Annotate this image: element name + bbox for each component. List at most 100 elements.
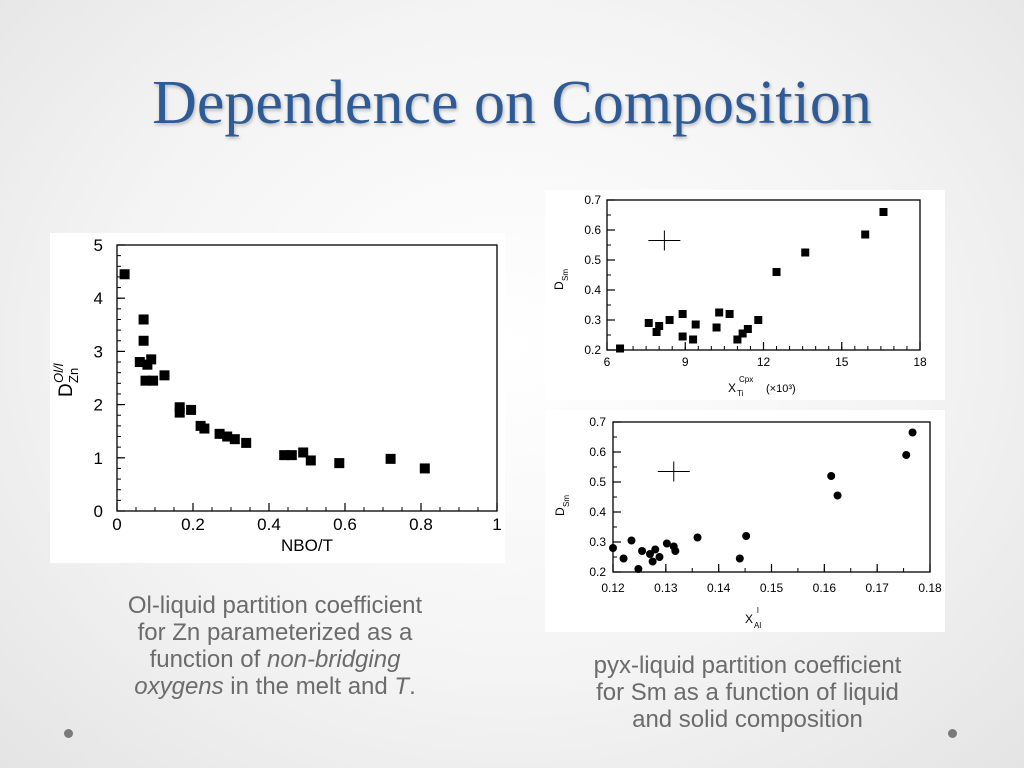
y-tick-label: 3 [94,342,103,361]
data-point [655,322,664,330]
data-point [229,434,240,445]
data-point [655,553,664,561]
data-point [619,554,628,563]
x-axis-label: X [745,612,753,626]
data-point [305,455,316,466]
y-axis-label: DSm [553,495,571,516]
y-axis-label-sub: Sm [561,269,570,281]
data-point [214,428,225,439]
x-tick-label: 0.12 [601,581,625,595]
y-tick-label: 0.4 [589,505,606,519]
data-point [140,375,151,386]
data-point [665,316,674,324]
data-point [645,550,654,558]
x-tick-label: 0.16 [813,581,837,595]
y-tick-label: 5 [94,236,103,255]
data-point [419,463,430,474]
data-point [174,407,185,418]
y-tick-label: 0.4 [584,283,601,297]
caption-sm-line3: and solid composition [632,706,863,733]
x-tick-label: 0 [112,515,121,534]
caption-zn-line3b: non-bridging [266,646,401,673]
x-tick-label: 15 [835,355,849,369]
x-tick-label: 0.4 [257,515,281,534]
data-point [634,565,643,573]
data-point [879,208,888,216]
data-point [279,450,290,461]
x-axis-label-suffix: (×10³) [766,383,796,395]
plot-frame [116,244,498,512]
data-point [691,320,700,329]
data-point [908,428,917,437]
data-point [733,335,742,344]
sm-ti-chart-panel: 6 9 12 15 18 0.2 0.3 0.4 0.5 0.6 0.7 X Cpx Ti (×10³) D S… [545,190,945,400]
data-point [678,332,687,341]
caption-zn-line4d: . [409,673,416,700]
zn-chart-panel: 0 0.2 0.4 0.6 0.8 1 0 1 2 3 4 5 NBO/T D Ol/l Zn [50,233,505,563]
data-point [638,547,647,555]
caption-zn-line4a: oxygens [134,673,224,700]
y-axis-label-main: D [56,383,77,397]
caption-sm-line2: for Sm as a function of liquid [596,679,899,706]
y-axis-label: DSm [552,269,570,290]
data-point [742,532,751,540]
data-point [148,375,159,386]
data-point [652,328,661,336]
data-point [693,533,702,542]
x-axis-label: NBO/T [281,536,333,555]
data-point [902,451,911,459]
y-tick-label: 0.5 [589,475,606,489]
data-point [715,308,724,317]
zn-partition-chart: 0 0.2 0.4 0.6 0.8 1 0 1 2 3 4 5 NBO/T DOl/l Zn [51,236,502,555]
caption-zn-line3: function of non-bridging [60,646,490,673]
data-point [738,329,747,338]
data-point [138,314,149,325]
y-axis-label-sup: Ol/l [51,362,66,383]
x-axis-label-sup: l [757,606,759,615]
x-tick-label: 0.6 [333,515,357,534]
y-tick-label: 0.6 [584,223,601,237]
data-point [671,547,680,555]
y-axis-label-sub: Sm [562,495,571,507]
data-point [241,437,252,448]
data-point [616,344,625,353]
data-point [712,323,721,332]
data-point [861,230,870,239]
x-tick-label: 0.14 [707,581,731,595]
data-point [627,536,636,545]
data-point [146,354,157,365]
caption-zn-line4b: in the melt and [223,673,395,700]
caption-zn-line3a: function of [149,646,267,673]
data-point [651,545,660,554]
caption-sm-line1: pyx-liquid partition coefficient [593,652,902,679]
data-point [174,402,185,413]
caption-sm: pyx-liquid partition coefficient for Sm … [525,652,970,733]
data-point [609,544,617,552]
data-point [648,557,657,566]
y-tick-label: 0 [94,502,103,521]
x-tick-label: 12 [757,355,771,369]
y-axis-label: DOl/l Zn [51,362,81,397]
data-point [334,458,345,469]
data-point [772,268,781,276]
sm-al-chart-panel: 0.12 0.13 0.14 0.15 0.16 0.17 0.18 0.2 0.3 0.4 0.5… [545,410,945,632]
x-axis-label-sub: Al [754,621,761,630]
data-point [644,319,653,327]
data-point [134,357,145,368]
data-point [298,447,309,458]
x-tick-label: 0.2 [181,515,205,534]
data-point [689,335,698,344]
y-tick-label: 2 [94,396,103,415]
y-axis-label-sub: Zn [66,368,81,383]
data-point [222,431,233,442]
y-axis-label-main: D [552,281,566,290]
y-tick-label: 4 [94,289,103,308]
data-point [827,472,836,480]
data-point [119,269,130,280]
data-point [801,248,810,257]
x-tick-label: 18 [913,355,927,369]
data-point [286,450,297,461]
data-point [725,310,734,318]
caption-zn-line1: Ol-liquid partition coefficient [127,592,423,619]
